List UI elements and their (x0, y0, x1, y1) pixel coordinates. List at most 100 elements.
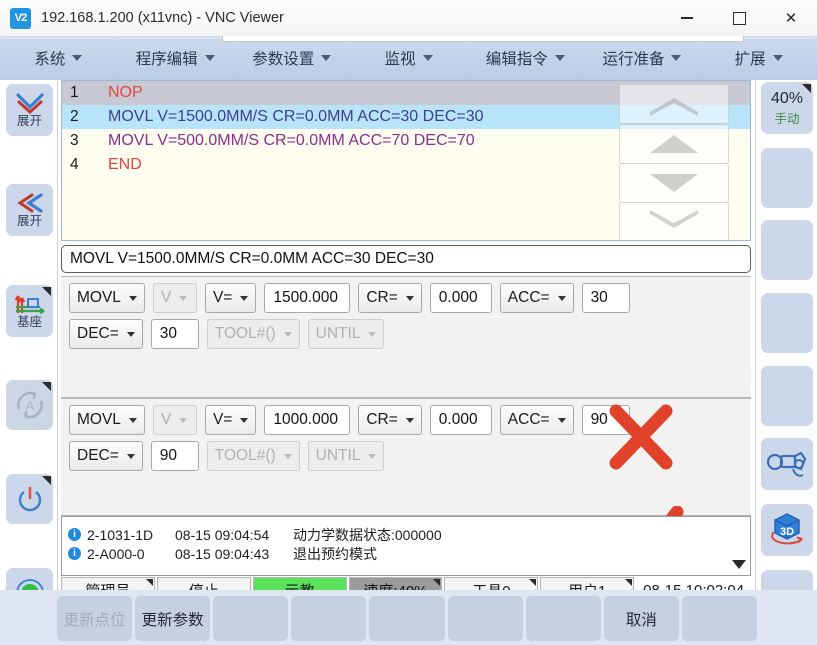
acc-label: ACC= (507, 289, 550, 306)
cr-label-dropdown[interactable]: CR= (358, 405, 422, 435)
cr-value-input[interactable]: 0.000 (429, 283, 492, 313)
scroll-page-up-button[interactable] (619, 84, 729, 124)
command-dropdown[interactable]: MOVL (69, 405, 145, 435)
menu-item-edit-instruction[interactable]: 编辑指令 (467, 38, 583, 77)
log-message: 动力学数据状态:000000 (293, 526, 442, 543)
menu-item-parameter-settings[interactable]: 参数设置 (234, 38, 350, 77)
until-dropdown[interactable]: UNTIL (307, 441, 385, 471)
minimize-button[interactable] (661, 0, 713, 36)
chevron-down-icon (732, 560, 746, 569)
vtype-dropdown[interactable]: V (152, 405, 197, 435)
menu-item-monitor[interactable]: 监视 (351, 38, 466, 77)
command-value: MOVL (77, 411, 121, 428)
menu-item-program-edit[interactable]: 程序编辑 (117, 38, 233, 77)
chevron-down-icon (179, 295, 188, 301)
scroll-page-down-button[interactable] (619, 202, 729, 240)
fn-button-update-parameter[interactable]: 更新参数 (135, 596, 211, 641)
acc-label-dropdown[interactable]: ACC= (499, 405, 574, 435)
acc-value-input[interactable]: 90 (581, 405, 630, 435)
right-toolbar: 40% 手动 3D (755, 80, 817, 645)
right-btn-teach-pendant[interactable] (761, 438, 813, 490)
sidebar-btn-label: 展开 (16, 114, 42, 129)
tool-dropdown[interactable]: TOOL#() (206, 319, 300, 349)
chevron-down-icon (240, 417, 249, 423)
scroll-line-up-button[interactable] (619, 124, 729, 164)
sidebar-btn-expand-left[interactable]: 展开 (6, 184, 53, 236)
right-btn-3[interactable] (761, 293, 813, 353)
vtype-value: V (160, 289, 172, 306)
right-btn-1[interactable] (761, 148, 813, 208)
auto-cycle-icon: A (16, 391, 43, 419)
sidebar-btn-label: 基座 (16, 315, 42, 330)
until-dropdown[interactable]: UNTIL (307, 319, 385, 349)
right-btn-4[interactable] (761, 366, 813, 426)
close-button[interactable]: ✕ (784, 10, 798, 27)
acc-value: 30 (590, 289, 608, 306)
fn-button-4[interactable] (291, 596, 367, 641)
acc-label: ACC= (507, 411, 550, 428)
speed-label-dropdown[interactable]: V= (204, 283, 257, 313)
log-scroll-down-button[interactable] (729, 518, 749, 575)
log-message: 退出预约模式 (293, 545, 377, 562)
fn-button-7[interactable] (525, 596, 601, 641)
corner-flag-icon (529, 579, 537, 586)
speed-value-input[interactable]: 1000.000 (264, 405, 351, 435)
speed-value-input[interactable]: 1500.000 (264, 283, 351, 313)
tool-value: TOOL#() (214, 325, 276, 342)
until-value: UNTIL (315, 325, 361, 342)
sidebar-btn-expand-down[interactable]: 展开 (6, 84, 53, 136)
chevron-down-icon (128, 417, 137, 423)
speed-label-dropdown[interactable]: V= (204, 405, 257, 435)
chevron-up-icon (650, 135, 698, 153)
acc-value-input[interactable]: 30 (581, 283, 630, 313)
param-row-2: DEC= 30 TOOL#() UNTIL (61, 313, 751, 349)
double-chevron-down-icon (650, 210, 698, 228)
speed-override-button[interactable]: 40% 手动 (761, 82, 813, 134)
menu-label: 运行准备 (602, 50, 665, 68)
param-row-1: MOVL V V= 1500.000 CR= (61, 277, 751, 313)
maximize-button[interactable] (713, 0, 765, 36)
dec-label-dropdown[interactable]: DEC= (69, 441, 143, 471)
cr-value-input[interactable]: 0.000 (429, 405, 492, 435)
tool-dropdown[interactable]: TOOL#() (206, 441, 300, 471)
sidebar-btn-auto-cycle[interactable]: A (6, 380, 53, 430)
dec-value-input[interactable]: 30 (150, 319, 199, 349)
fn-button-6[interactable] (447, 596, 523, 641)
scroll-line-down-button[interactable] (619, 163, 729, 203)
statement-input[interactable]: MOVL V=1500.0MM/S CR=0.0MM ACC=30 DEC=30 (61, 245, 751, 273)
fn-button-9[interactable] (681, 596, 757, 641)
fn-button-cancel[interactable]: 取消 (603, 596, 679, 641)
command-value: MOVL (77, 289, 121, 306)
command-dropdown[interactable]: MOVL (69, 283, 145, 313)
message-log[interactable]: i 2-1031-1D 08-15 09:04:54 动力学数据状态:00000… (61, 516, 751, 576)
fn-button-3[interactable] (213, 596, 289, 641)
fn-button-5[interactable] (369, 596, 445, 641)
sidebar-btn-power[interactable] (6, 474, 53, 524)
main-menubar: 系统 程序编辑 参数设置 监视 编辑指令 运行准备 扩展 (0, 36, 817, 80)
acc-label-dropdown[interactable]: ACC= (499, 283, 574, 313)
menu-item-run-prepare[interactable]: 运行准备 (584, 38, 700, 77)
menu-label: 编辑指令 (485, 50, 548, 68)
log-code: 2-A000-0 (87, 545, 145, 562)
right-btn-3d-view[interactable]: 3D (761, 504, 813, 556)
3d-label: 3D (780, 526, 794, 538)
right-btn-2[interactable] (761, 220, 813, 280)
until-value: UNTIL (315, 447, 361, 464)
log-row[interactable]: i 2-1031-1D 08-15 09:04:54 动力学数据状态:00000… (62, 525, 750, 544)
dec-value-input[interactable]: 90 (150, 441, 199, 471)
menu-item-system[interactable]: 系统 (1, 38, 116, 77)
line-number: 1 (70, 84, 79, 101)
sidebar-btn-base-coordinate[interactable]: 基座 (6, 285, 53, 337)
minimize-icon (681, 17, 693, 19)
chevron-down-icon (283, 453, 292, 459)
cr-label: CR= (366, 289, 398, 306)
cr-label-dropdown[interactable]: CR= (358, 283, 422, 313)
vtype-dropdown[interactable]: V (152, 283, 197, 313)
fn-button-update-point[interactable]: 更新点位 (57, 596, 133, 641)
chevron-down-icon (179, 417, 188, 423)
log-row[interactable]: i 2-A000-0 08-15 09:04:43 退出预约模式 (62, 544, 750, 563)
program-list[interactable]: 1 NOP 2 MOVL V=1500.0MM/S CR=0.0MM ACC=3… (61, 80, 751, 241)
dec-label-dropdown[interactable]: DEC= (69, 319, 143, 349)
chevron-down-icon (126, 453, 135, 459)
menu-item-extend[interactable]: 扩展 (701, 38, 817, 77)
